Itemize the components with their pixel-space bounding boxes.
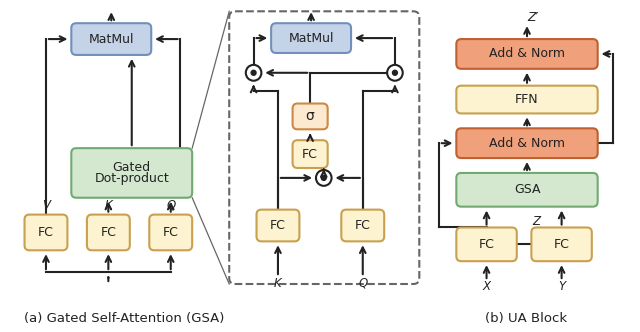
Text: GSA: GSA [514,183,540,196]
Text: MatMul: MatMul [88,33,134,45]
Circle shape [246,65,261,81]
Circle shape [316,170,332,186]
Text: Add & Norm: Add & Norm [489,47,565,60]
Circle shape [392,70,397,75]
Text: FFN: FFN [515,93,539,106]
FancyBboxPatch shape [292,140,328,168]
FancyBboxPatch shape [71,23,151,55]
Text: V: V [42,199,50,211]
Text: (a) Gated Self-Attention (GSA): (a) Gated Self-Attention (GSA) [24,312,224,325]
FancyBboxPatch shape [149,214,192,250]
Text: K: K [104,199,112,211]
Text: Q: Q [358,277,367,290]
FancyBboxPatch shape [456,173,598,207]
Text: Add & Norm: Add & Norm [489,137,565,150]
FancyBboxPatch shape [292,104,328,129]
Text: Gated: Gated [113,161,151,175]
Text: FC: FC [479,238,495,251]
Circle shape [321,175,326,180]
Text: FC: FC [302,148,318,161]
Text: FC: FC [270,219,286,232]
Text: FC: FC [100,226,116,239]
FancyBboxPatch shape [456,128,598,158]
FancyBboxPatch shape [341,209,384,241]
Text: FC: FC [163,226,179,239]
FancyBboxPatch shape [87,214,130,250]
Text: Dot-product: Dot-product [94,172,169,185]
Text: MatMul: MatMul [289,32,334,44]
Text: (b) UA Block: (b) UA Block [486,312,568,325]
Text: Y: Y [558,281,565,293]
Text: σ: σ [306,110,314,124]
FancyBboxPatch shape [456,227,516,261]
Text: X: X [483,281,490,293]
FancyBboxPatch shape [271,23,351,53]
FancyBboxPatch shape [257,209,300,241]
Text: FC: FC [355,219,371,232]
Text: K: K [274,277,282,290]
Circle shape [251,70,256,75]
Circle shape [387,65,403,81]
Text: Z′: Z′ [527,11,539,24]
Text: FC: FC [554,238,570,251]
Text: Z: Z [532,215,540,228]
FancyBboxPatch shape [24,214,67,250]
Text: FC: FC [38,226,54,239]
FancyBboxPatch shape [71,148,192,198]
Text: Q: Q [166,199,175,211]
FancyBboxPatch shape [456,86,598,114]
FancyBboxPatch shape [456,39,598,69]
FancyBboxPatch shape [531,227,592,261]
